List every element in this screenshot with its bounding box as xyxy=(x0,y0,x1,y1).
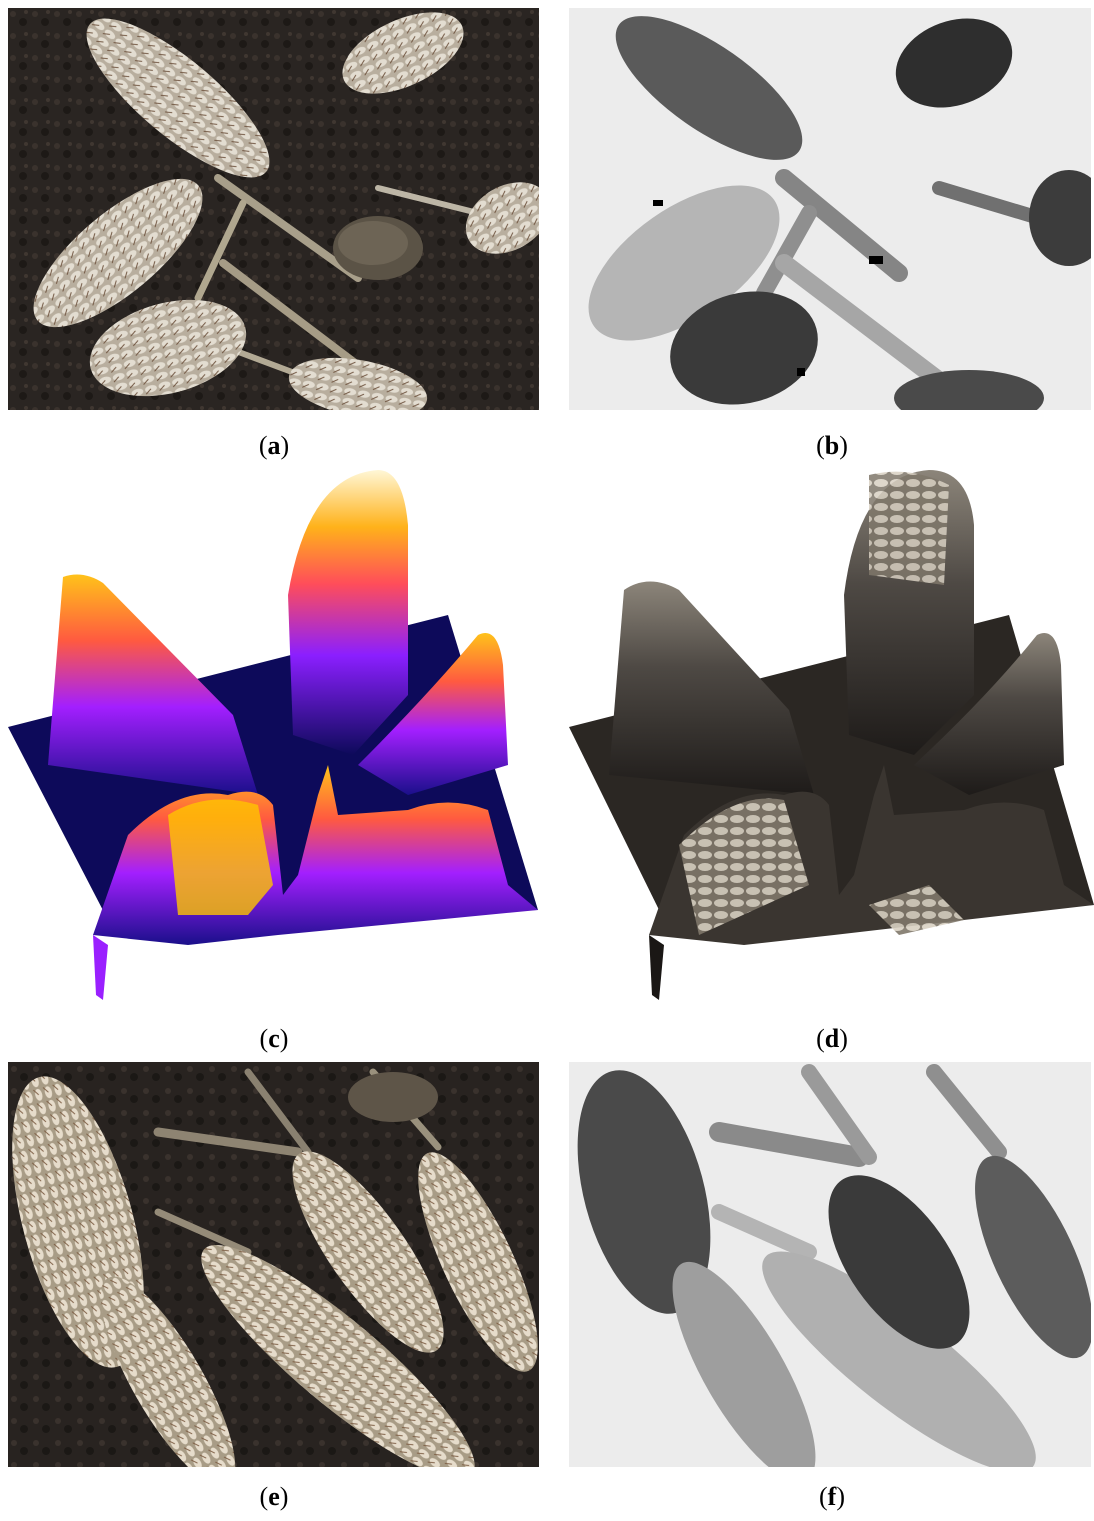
panel-a-photo xyxy=(8,8,539,410)
caption-e: (e) xyxy=(259,1482,289,1511)
panel-f-depth-map xyxy=(569,1062,1091,1467)
caption-f: (f) xyxy=(818,1482,845,1511)
textured-surface-d xyxy=(569,470,1094,1000)
caption-e-label: e xyxy=(268,1482,280,1511)
panel-c-surface-plot xyxy=(8,465,541,1005)
caption-b: (b) xyxy=(816,431,848,460)
panel-e-photo xyxy=(8,1062,539,1467)
caption-a: (a) xyxy=(258,431,290,460)
caption-c: (c) xyxy=(259,1024,289,1053)
panel-b-depth-map xyxy=(569,8,1091,410)
caption-d: (d) xyxy=(816,1024,848,1053)
depth-map-b xyxy=(569,8,1091,410)
panel-d-textured-surface xyxy=(569,465,1094,1005)
wheat-ears-photo-a xyxy=(8,8,539,410)
caption-b-label: b xyxy=(824,431,840,460)
caption-c-label: c xyxy=(268,1024,280,1053)
surface-plot-c xyxy=(8,470,538,1000)
wheat-ears-photo-e xyxy=(8,1062,539,1467)
caption-d-label: d xyxy=(824,1024,840,1053)
caption-a-label: a xyxy=(267,431,281,460)
caption-f-label: f xyxy=(827,1482,837,1511)
depth-map-f xyxy=(569,1062,1091,1467)
